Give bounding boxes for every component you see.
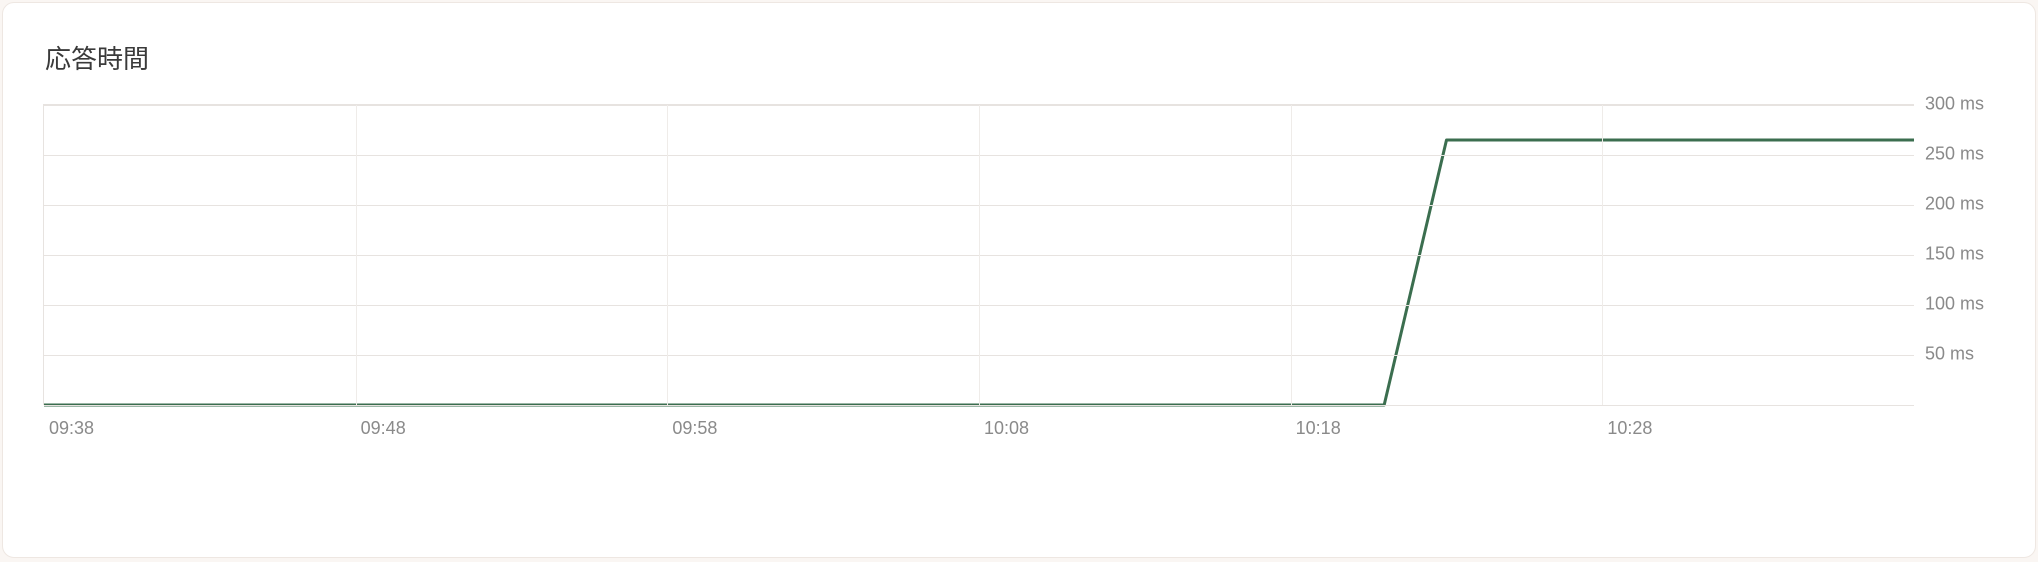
y-tick-label: 150 ms: [1925, 244, 1984, 265]
y-tick-label: 50 ms: [1925, 344, 1974, 365]
y-tick-label: 200 ms: [1925, 194, 1984, 215]
x-gridline: [356, 105, 357, 405]
chart-title: 応答時間: [45, 39, 1995, 76]
y-tick-label: 300 ms: [1925, 94, 1984, 115]
response-time-card: 応答時間 50 ms 100 ms 150 ms 200 ms 250 ms 300 ms…: [2, 2, 2036, 558]
x-gridline: [667, 105, 668, 405]
y-tick-label: 100 ms: [1925, 294, 1984, 315]
y-baseline: [44, 405, 1914, 406]
y-tick-label: 250 ms: [1925, 144, 1984, 165]
x-tick-label: 10:18: [1296, 418, 1341, 439]
x-tick-label: 09:58: [672, 418, 717, 439]
plot-area: [43, 104, 1914, 405]
x-gridline: [1291, 105, 1292, 405]
response-time-chart: 50 ms100 ms150 ms200 ms250 ms300 ms09:38…: [43, 104, 1995, 484]
x-tick-label: 09:38: [49, 418, 94, 439]
x-tick-label: 10:08: [984, 418, 1029, 439]
x-tick-label: 09:48: [361, 418, 406, 439]
x-tick-label: 10:28: [1607, 418, 1652, 439]
x-gridline: [979, 105, 980, 405]
x-gridline: [1602, 105, 1603, 405]
